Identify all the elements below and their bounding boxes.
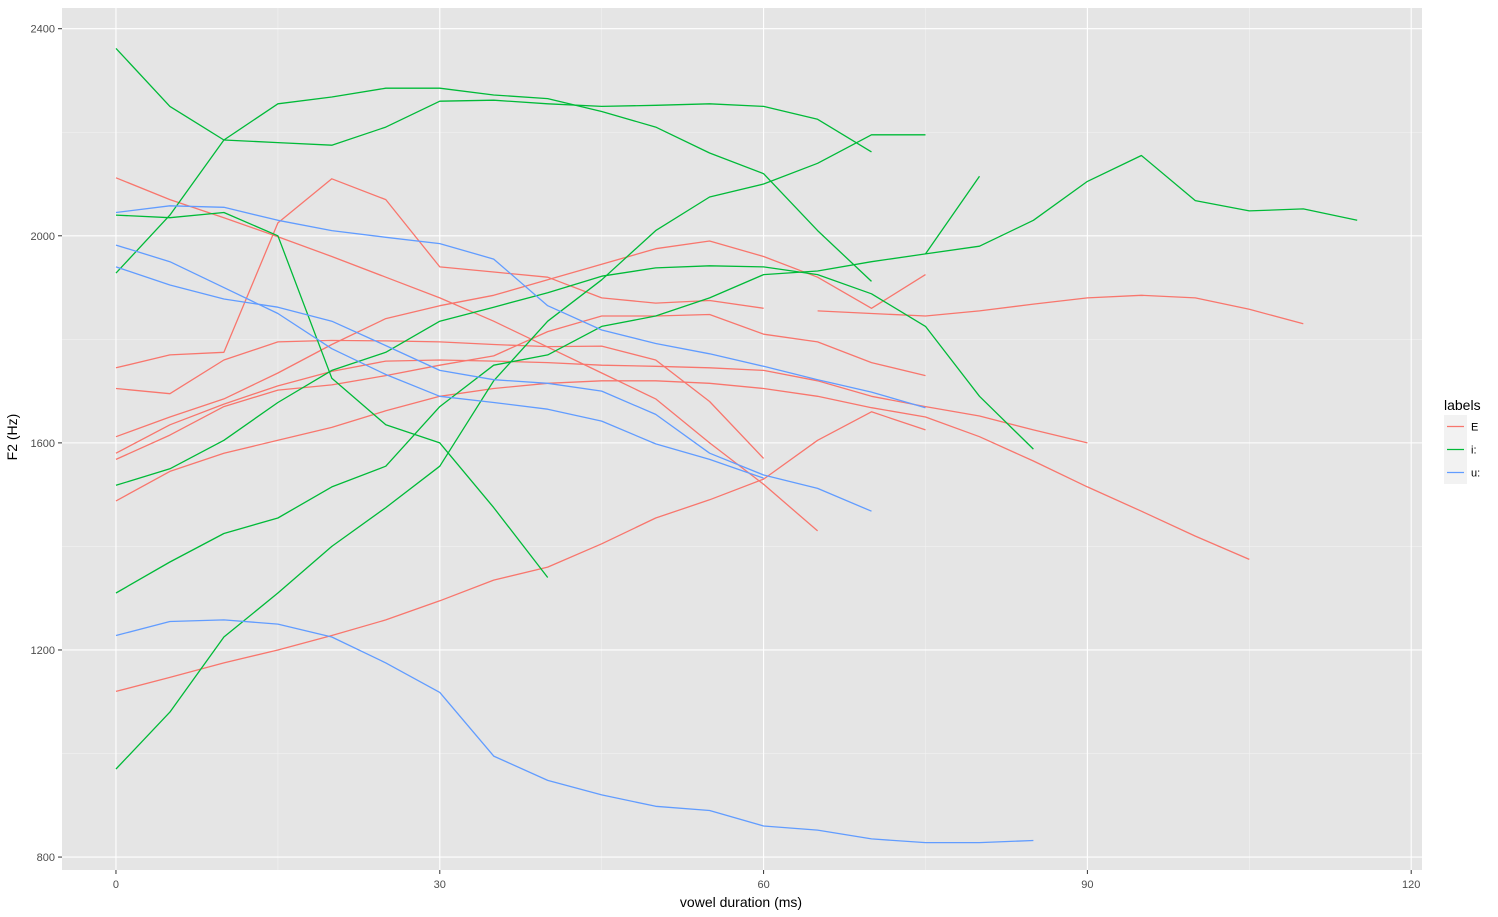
plot-panel [62, 8, 1422, 870]
series-line [115, 178, 764, 369]
x-axis-title: vowel duration (ms) [680, 894, 802, 910]
legend-label: i: [1471, 445, 1477, 457]
series-line [115, 87, 872, 282]
series-line [115, 244, 764, 479]
series-line [817, 294, 1304, 325]
series-line [115, 134, 926, 770]
series-lines [115, 47, 1358, 844]
series-line [115, 313, 926, 460]
y-axis-title: F2 (Hz) [4, 414, 20, 461]
series-line [115, 205, 926, 409]
legend-label: E [1471, 422, 1478, 434]
series-line [115, 240, 926, 438]
series-line [115, 359, 926, 454]
series-line [115, 177, 819, 532]
series-line [925, 154, 1358, 255]
x-tick-label: 120 [1402, 879, 1420, 891]
series-line [115, 266, 872, 512]
series-line [115, 265, 1034, 486]
series-line [115, 380, 1250, 560]
series-line [115, 211, 549, 578]
y-tick-label: 2000 [31, 231, 55, 243]
series-line [115, 175, 981, 594]
y-tick-label: 2400 [31, 24, 55, 36]
y-tick-label: 1200 [31, 645, 55, 657]
y-axis: 800 1200 1600 2000 2400 [31, 24, 62, 864]
legend: labels Ei: u: [1444, 397, 1481, 484]
y-tick-label: 800 [37, 852, 55, 864]
legend-label: u: [1471, 468, 1480, 480]
minor-gridlines [62, 8, 1422, 870]
x-tick-label: 90 [1081, 879, 1093, 891]
major-gridlines [62, 8, 1422, 870]
x-tick-label: 30 [434, 879, 446, 891]
series-line [115, 47, 872, 153]
series-line [115, 411, 926, 693]
x-tick-label: 60 [757, 879, 769, 891]
x-axis: 0 30 60 90 120 [113, 870, 1420, 891]
series-line [115, 339, 765, 459]
y-tick-label: 1600 [31, 438, 55, 450]
series-line [115, 619, 1034, 844]
x-tick-label: 0 [113, 879, 119, 891]
legend-title: labels [1444, 397, 1481, 413]
